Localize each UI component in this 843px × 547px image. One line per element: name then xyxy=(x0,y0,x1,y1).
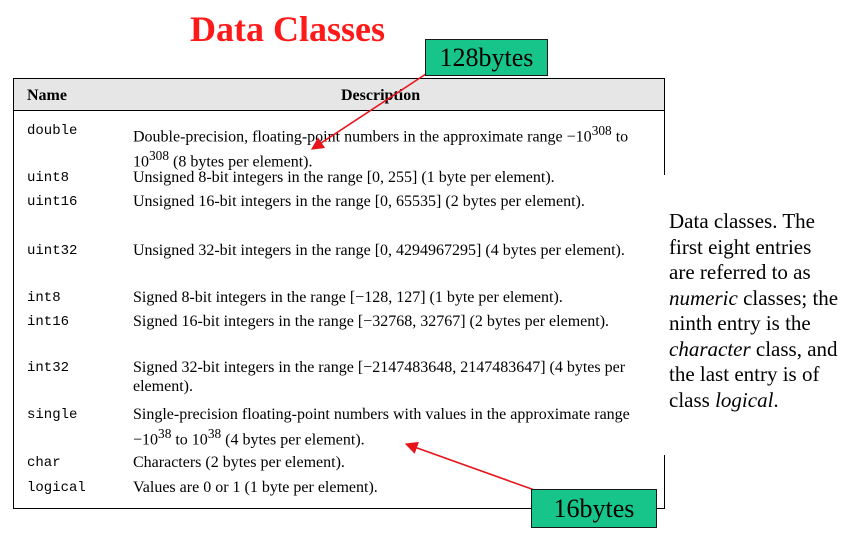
row-description: Characters (2 bytes per element). xyxy=(133,454,345,471)
table-top-rule xyxy=(13,78,665,79)
page-title: Data Classes xyxy=(190,9,385,49)
side-note-background xyxy=(660,175,843,455)
table-header-background xyxy=(14,79,664,110)
row-name: int16 xyxy=(27,314,70,330)
row-name: logical xyxy=(27,480,86,496)
callout-16bytes: 16bytes xyxy=(531,489,657,528)
row-name: int32 xyxy=(27,360,70,376)
row-name: single xyxy=(27,407,78,423)
row-description: Signed 16-bit integers in the range [−32… xyxy=(133,313,610,330)
callout-128bytes: 128bytes xyxy=(425,39,548,76)
row-name: char xyxy=(27,455,61,471)
arrow-to-double-range xyxy=(310,69,433,150)
side-note-caption: Data classes. The first eight entries ar… xyxy=(669,209,839,412)
data-classes-table: Name Description double Double-precision… xyxy=(13,78,665,509)
row-name: double xyxy=(27,123,78,139)
row-name: int8 xyxy=(27,290,61,306)
row-name: uint16 xyxy=(27,194,78,210)
row-description: Unsigned 16-bit integers in the range [0… xyxy=(133,193,585,210)
row-description: Signed 8-bit integers in the range [−128… xyxy=(133,289,563,306)
table-left-border xyxy=(13,78,14,509)
row-name: uint32 xyxy=(27,243,78,259)
row-description: Double-precision, floating-point numbers… xyxy=(133,123,629,171)
table-bottom-rule xyxy=(13,508,665,509)
row-description: Signed 32-bit integers in the range [−21… xyxy=(133,359,626,395)
row-description: Single-precision floating-point numbers … xyxy=(133,406,630,449)
row-name: uint8 xyxy=(27,170,70,186)
row-description: Values are 0 or 1 (1 byte per element). xyxy=(133,479,378,496)
row-description: Unsigned 32-bit integers in the range [0… xyxy=(133,242,625,259)
column-header-name: Name xyxy=(27,87,67,104)
arrow-to-single-range xyxy=(404,441,541,493)
row-description: Unsigned 8-bit integers in the range [0,… xyxy=(133,169,555,186)
table-header-rule xyxy=(13,110,665,111)
